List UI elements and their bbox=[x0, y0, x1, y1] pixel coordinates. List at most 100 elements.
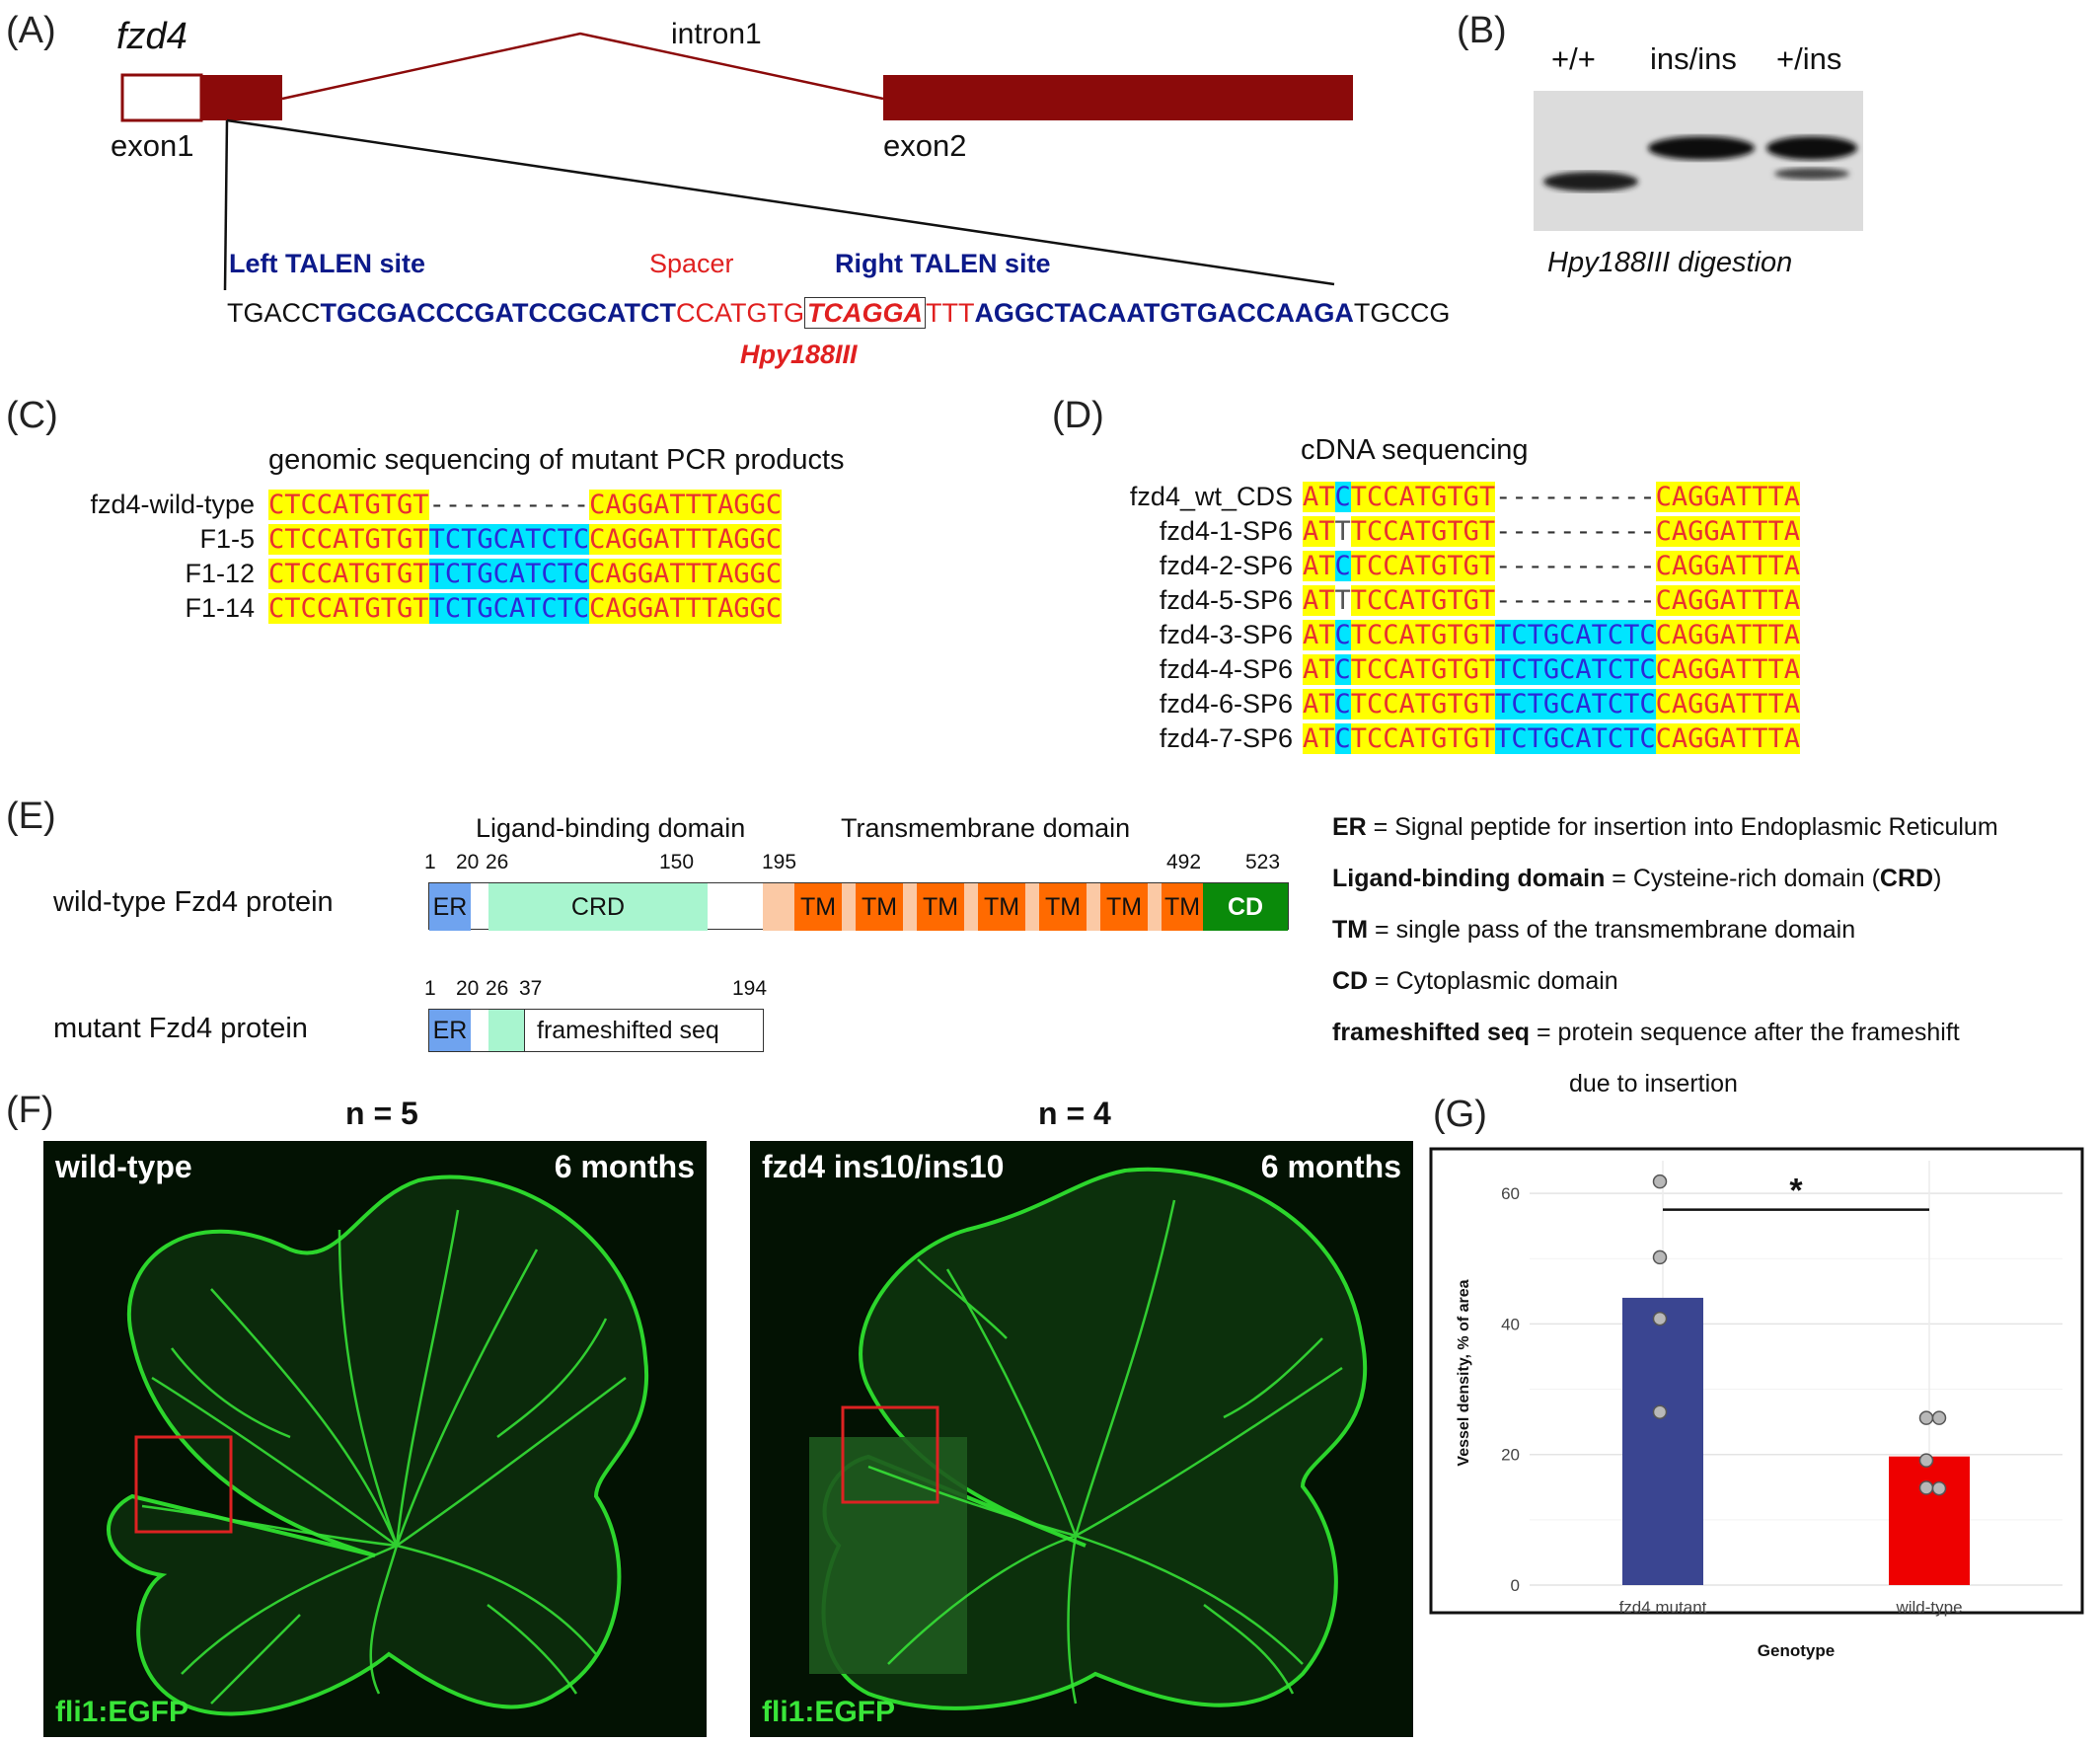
seq-row-name: fzd4_wt_CDS bbox=[1129, 482, 1293, 511]
panel-d-title: cDNA sequencing bbox=[1301, 434, 1529, 466]
seq-left: TCCATGTGT bbox=[1350, 723, 1496, 754]
exon2-label: exon2 bbox=[883, 128, 967, 163]
mutant-position-ticks: 1 20 26 37 194 bbox=[424, 977, 780, 1005]
seq-gap: ---------- bbox=[1495, 551, 1656, 581]
crd-domain: CRD bbox=[488, 883, 708, 931]
seq-row-name: F1-12 bbox=[185, 559, 255, 588]
seq-right: CAGGATTTAGGC bbox=[589, 524, 783, 555]
panel-b-label: (B) bbox=[1457, 10, 1507, 51]
alignment-row: ATCTCCATGTGTTCTGCATCTCCAGGATTTA bbox=[1303, 618, 1800, 652]
seq-left: CTCCATGTGT bbox=[268, 593, 429, 624]
wt-protein-bar: ER CRD TM TM TM TM TM TM TM CD bbox=[428, 882, 1289, 931]
tm-segment: TM bbox=[1100, 883, 1148, 931]
bar bbox=[1889, 1456, 1970, 1585]
seq-insertion: TCTGCATCTC bbox=[428, 559, 590, 589]
linker-region bbox=[763, 883, 794, 931]
position-tick: 20 bbox=[456, 851, 480, 873]
lane-label-wt: +/+ bbox=[1551, 41, 1596, 76]
talen-target-sequence: TGACCTGCGACCCGATCCGCATCTCCATGTG TCAGGA TTT… bbox=[227, 297, 1450, 329]
seq-insertion: TCTGCATCTC bbox=[428, 524, 590, 555]
seq-snp: C bbox=[1334, 482, 1351, 512]
x-tick-label: fzd4 mutant bbox=[1619, 1598, 1707, 1617]
seq-row-name: fzd4-5-SP6 bbox=[1159, 585, 1293, 615]
legend-entry: TM = single pass of the transmembrane do… bbox=[1332, 904, 1998, 955]
legend-desc: = single pass of the transmembrane domai… bbox=[1368, 916, 1856, 944]
gene-name: fzd4 bbox=[116, 16, 188, 57]
retina-image-wild-type: wild-type 6 months fli1:EGFP bbox=[43, 1141, 707, 1737]
region-of-interest-box bbox=[841, 1405, 939, 1504]
alignment-row: ATCTCCATGTGTTCTGCATCTCCAGGATTTA bbox=[1303, 652, 1800, 687]
alignment-row: CTCCATGTGTTCTGCATCTCCAGGATTTAGGC bbox=[268, 591, 783, 626]
legend-desc: = Cytoplasmic domain bbox=[1368, 967, 1618, 995]
cd-domain: CD bbox=[1203, 883, 1288, 931]
position-tick: 26 bbox=[486, 851, 509, 873]
seq-left: TCCATGTGT bbox=[1350, 654, 1496, 685]
mutant-protein-label: mutant Fzd4 protein bbox=[53, 1013, 308, 1044]
seq-a: AT bbox=[1303, 585, 1335, 616]
gene-structure-diagram bbox=[120, 32, 1353, 291]
intron1-label: intron1 bbox=[671, 18, 762, 50]
seq-right: CAGGATTTAGGC bbox=[589, 559, 783, 589]
enzyme-label: Hpy188III bbox=[740, 340, 858, 369]
crd-fragment bbox=[488, 1010, 524, 1051]
wt-position-ticks: 1 20 26 150 195 492 523 bbox=[424, 851, 1293, 878]
seq-right: CAGGATTTA bbox=[1655, 551, 1800, 581]
panel-d-alignment: ATCTCCATGTGT----------CAGGATTTA ATTTCCAT… bbox=[1303, 480, 1800, 756]
alignment-row: CTCCATGTGTTCTGCATCTCCAGGATTTAGGC bbox=[268, 522, 783, 557]
data-point bbox=[1918, 1480, 1934, 1495]
seq-a: AT bbox=[1303, 620, 1335, 650]
seq-right: CAGGATTTA bbox=[1655, 620, 1800, 650]
position-tick: 20 bbox=[456, 977, 480, 1000]
bar bbox=[1622, 1297, 1703, 1585]
seq-left: TCCATGTGT bbox=[1350, 585, 1496, 616]
genotype-label: fzd4 ins10/ins10 bbox=[762, 1149, 1005, 1184]
exon2-box bbox=[883, 75, 1353, 120]
retina-image-mutant: fzd4 ins10/ins10 6 months fli1:EGFP bbox=[750, 1141, 1413, 1737]
data-point bbox=[1918, 1410, 1934, 1425]
seq-snp: T bbox=[1334, 585, 1351, 616]
seq-left-talen: TGCGACCCGATCCGCATCT bbox=[320, 298, 676, 328]
seq-right: CAGGATTTAGGC bbox=[589, 593, 783, 624]
lane-label-ins-ins: ins/ins bbox=[1650, 41, 1737, 76]
seq-spacer-1: CCATGTG bbox=[675, 298, 804, 328]
seq-gap: ---------- bbox=[1495, 516, 1656, 547]
legend-desc: = Signal peptide for insertion into Endo… bbox=[1366, 813, 1998, 841]
seq-snp: C bbox=[1334, 551, 1351, 581]
wt-protein-label: wild-type Fzd4 protein bbox=[53, 886, 334, 918]
x-axis-label: Genotype bbox=[1758, 1641, 1835, 1660]
seq-gap: ---------- bbox=[1495, 482, 1656, 512]
seq-row-name: fzd4-4-SP6 bbox=[1159, 654, 1293, 684]
gel-band-ins-uncut bbox=[1648, 136, 1755, 160]
seq-a: AT bbox=[1303, 723, 1335, 754]
left-talen-label: Left TALEN site bbox=[229, 249, 426, 278]
panel-f-label: (F) bbox=[6, 1090, 54, 1131]
position-tick: 37 bbox=[519, 977, 543, 1000]
y-tick-label: 0 bbox=[1511, 1576, 1520, 1595]
legend-term: frameshifted seq bbox=[1332, 1019, 1531, 1046]
y-tick-label: 20 bbox=[1501, 1446, 1520, 1465]
seq-row-name: fzd4-6-SP6 bbox=[1159, 689, 1293, 719]
seq-spacer-2: TTT bbox=[925, 298, 975, 328]
legend-entry: CD = Cytoplasmic domain bbox=[1332, 955, 1998, 1007]
gel-band-het-cut bbox=[1774, 168, 1849, 180]
tm-segment: TM bbox=[856, 883, 903, 931]
seq-right: CAGGATTTAGGC bbox=[589, 490, 783, 520]
position-tick: 492 bbox=[1166, 851, 1202, 873]
seq-insertion: TCTGCATCTC bbox=[1495, 620, 1656, 650]
seq-snp: C bbox=[1334, 620, 1351, 650]
alignment-row: ATTTCCATGTGT----------CAGGATTTA bbox=[1303, 583, 1800, 618]
seq-a: AT bbox=[1303, 482, 1335, 512]
panel-a-label: (A) bbox=[6, 10, 56, 51]
alignment-row: CTCCATGTGTTCTGCATCTCCAGGATTTAGGC bbox=[268, 557, 783, 591]
seq-row-name: fzd4-2-SP6 bbox=[1159, 551, 1293, 580]
seq-row-name: fzd4-7-SP6 bbox=[1159, 723, 1293, 753]
position-tick: 26 bbox=[486, 977, 509, 1000]
seq-left: TCCATGTGT bbox=[1350, 620, 1496, 650]
gel-caption: Hpy188III digestion bbox=[1547, 247, 1793, 278]
seq-right: CAGGATTTA bbox=[1655, 516, 1800, 547]
legend-entry: Ligand-binding domain = Cysteine-rich do… bbox=[1332, 853, 1998, 904]
tm-segment: TM bbox=[978, 883, 1025, 931]
er-domain: ER bbox=[429, 1010, 471, 1051]
seq-snp: T bbox=[1334, 516, 1351, 547]
x-tick-label: wild-type bbox=[1895, 1598, 1962, 1617]
